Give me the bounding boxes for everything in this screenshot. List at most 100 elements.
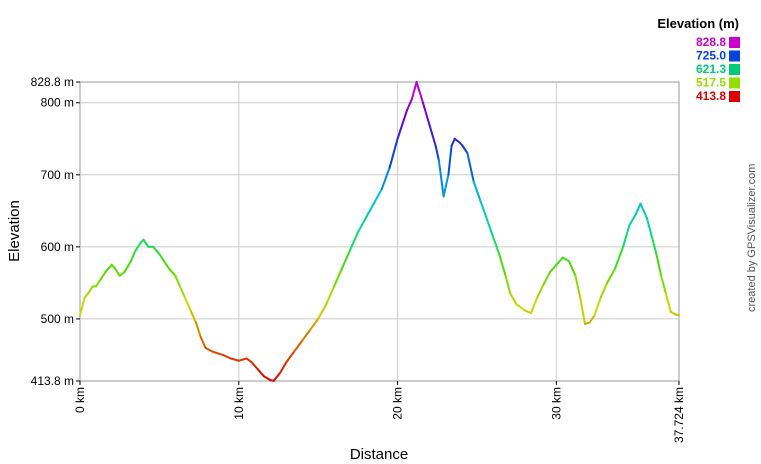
x-tick-label: 0 km bbox=[73, 387, 87, 413]
elevation-segment bbox=[515, 303, 526, 312]
elevation-segment bbox=[183, 296, 193, 313]
elevation-segment bbox=[174, 274, 182, 288]
elevation-segment bbox=[628, 213, 637, 227]
elevation-segment bbox=[372, 188, 383, 205]
y-tick-label: 500 m bbox=[41, 312, 74, 326]
elevation-segment bbox=[272, 371, 282, 382]
y-tick-label: 700 m bbox=[41, 168, 74, 182]
elevation-segment bbox=[599, 281, 609, 299]
elevation-segment bbox=[523, 309, 532, 315]
elevation-segment bbox=[364, 202, 375, 220]
elevation-segment bbox=[674, 313, 680, 317]
elevation-segment bbox=[401, 108, 409, 126]
elevation-segment bbox=[229, 357, 240, 362]
elevation-segment bbox=[263, 375, 272, 382]
elevation-segment bbox=[237, 357, 248, 362]
elevation-segment bbox=[86, 285, 94, 295]
elevation-segment bbox=[285, 350, 296, 364]
elevation-segment bbox=[179, 285, 186, 299]
elevation-segment bbox=[190, 310, 197, 324]
elevation-segment bbox=[450, 137, 456, 147]
elevation-segment bbox=[509, 292, 518, 306]
elevation-segment bbox=[388, 137, 399, 169]
elevation-segment bbox=[614, 245, 625, 270]
elevation-segment bbox=[301, 328, 312, 342]
elevation-segment bbox=[504, 274, 512, 295]
grid-lines bbox=[80, 82, 679, 381]
elevation-segment bbox=[579, 296, 586, 325]
legend-value: 517.5 bbox=[696, 76, 726, 90]
credit-text: created by GPSVisualizer.com bbox=[746, 164, 758, 312]
y-tick-label: 413.8 m bbox=[31, 374, 74, 388]
elevation-segment bbox=[104, 263, 113, 274]
elevation-segment bbox=[317, 303, 328, 320]
elevation-segment bbox=[434, 144, 440, 162]
elevation-segment bbox=[442, 173, 450, 198]
elevation-segment bbox=[415, 81, 424, 104]
elevation-segment bbox=[645, 217, 653, 238]
y-tick-label: 828.8 m bbox=[31, 75, 74, 89]
legend-value: 828.8 bbox=[696, 35, 726, 49]
elevation-segment bbox=[309, 317, 320, 331]
x-tick-labels: 0 km 10 km 20 km 30 km 37.724 km bbox=[73, 381, 686, 443]
elevation-segment bbox=[123, 260, 132, 274]
elevation-segment bbox=[333, 267, 343, 288]
elevation-segment bbox=[634, 202, 642, 216]
elevation-segment bbox=[293, 339, 304, 353]
x-tick-label: 20 km bbox=[391, 387, 405, 420]
elevation-segment bbox=[639, 202, 648, 220]
elevation-segment bbox=[650, 235, 658, 256]
elevation-segment bbox=[536, 283, 545, 299]
x-axis-title: Distance bbox=[350, 446, 408, 463]
elevation-segment bbox=[622, 224, 631, 248]
elevation-segment bbox=[199, 335, 207, 349]
elevation-segment bbox=[461, 144, 469, 155]
elevation-segment bbox=[574, 274, 582, 299]
elevation-segment bbox=[655, 253, 663, 277]
elevation-segment bbox=[437, 159, 445, 198]
elevation-segment bbox=[250, 361, 259, 371]
elevation-segment bbox=[113, 267, 121, 277]
elevation-segment bbox=[210, 350, 220, 355]
elevation-segment bbox=[167, 267, 177, 277]
elevation-segment bbox=[549, 263, 558, 274]
legend-swatch bbox=[729, 64, 740, 75]
elevation-segment bbox=[606, 267, 617, 284]
elevation-segment bbox=[555, 256, 564, 266]
elevation-segment bbox=[593, 296, 602, 317]
elevation-line bbox=[79, 81, 680, 382]
elevation-segment bbox=[348, 231, 359, 252]
elevation-segment bbox=[406, 98, 413, 111]
elevation-segment bbox=[498, 253, 507, 277]
elevation-segment bbox=[660, 274, 667, 295]
legend-value: 413.8 bbox=[696, 89, 726, 103]
elevation-segment bbox=[485, 217, 494, 238]
elevation-segment bbox=[152, 245, 161, 256]
y-tick-label: 800 m bbox=[41, 96, 74, 110]
elevation-segment bbox=[472, 181, 482, 202]
elevation-segment bbox=[588, 314, 596, 324]
elevation-segment bbox=[204, 346, 213, 353]
elevation-segment bbox=[447, 144, 453, 176]
x-tick-label: 37.724 km bbox=[672, 387, 686, 443]
elevation-segment bbox=[380, 166, 391, 191]
y-tick-labels: 413.8 m 500 m 600 m 700 m 800 m 828.8 m bbox=[31, 75, 80, 388]
elevation-segment bbox=[466, 152, 475, 184]
elevation-segment bbox=[279, 361, 288, 374]
legend-swatch bbox=[729, 37, 740, 48]
elevation-segment bbox=[568, 260, 577, 277]
legend-title: Elevation (m) bbox=[657, 16, 739, 31]
elevation-segment bbox=[325, 285, 336, 306]
elevation-segment bbox=[491, 235, 501, 256]
elevation-segment bbox=[542, 271, 552, 286]
elevation-segment bbox=[163, 260, 170, 270]
legend-value: 621.3 bbox=[696, 62, 726, 76]
elevation-segment bbox=[221, 353, 232, 360]
legend-swatch bbox=[729, 91, 740, 102]
elevation-segment bbox=[356, 217, 367, 234]
legend-swatch bbox=[729, 77, 740, 89]
elevation-segment bbox=[142, 238, 150, 248]
y-tick-label: 600 m bbox=[41, 240, 74, 254]
